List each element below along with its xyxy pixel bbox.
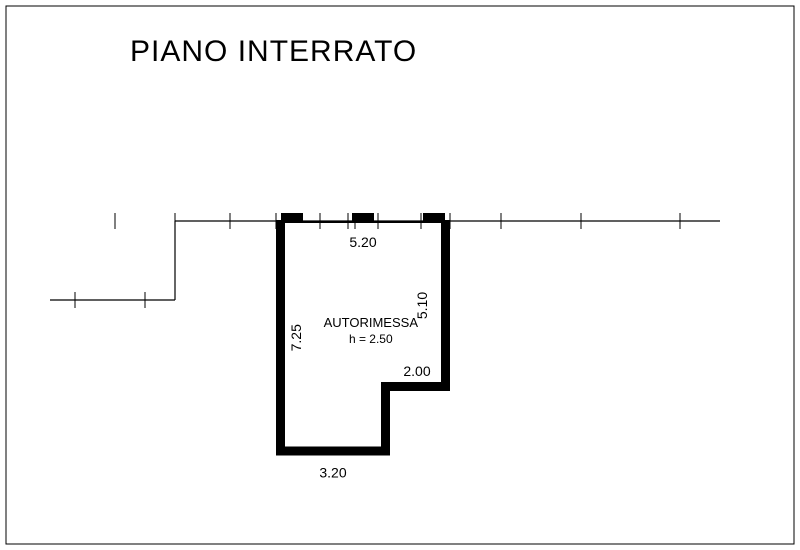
dim-notch: 2.00 bbox=[403, 363, 430, 379]
dim-left: 7.25 bbox=[288, 324, 304, 351]
dim-bottom: 3.20 bbox=[319, 465, 346, 481]
dim-top: 5.20 bbox=[349, 234, 376, 250]
floor-plan-svg: 5.207.255.102.003.20AUTORIMESSAh = 2.50 bbox=[0, 0, 800, 550]
room-height: h = 2.50 bbox=[349, 332, 393, 346]
room-name: AUTORIMESSA bbox=[324, 315, 419, 330]
page-border bbox=[6, 6, 794, 544]
